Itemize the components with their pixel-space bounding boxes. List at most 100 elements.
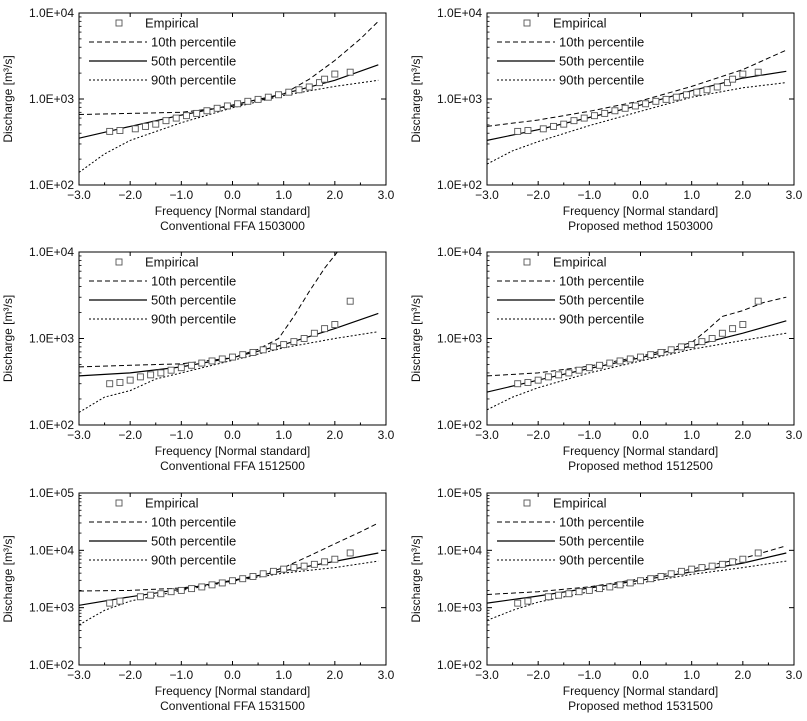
legend-label: Empirical [553,16,607,31]
y-axis-label: Discharge [m³/s] [409,295,423,382]
empirical-point [652,97,660,105]
empirical-point [626,355,634,363]
empirical-point [657,573,665,580]
legend-label: 50th percentile [151,534,236,549]
empirical-point [677,343,685,351]
y-tick-label: 1.0E+03 [29,92,74,106]
empirical-point [321,325,329,333]
chart-title: Conventional FFA 1503000 [160,219,305,233]
x-tick-label: −1.0 [169,428,193,442]
empirical-point [331,555,339,563]
empirical-point [321,558,329,566]
empirical-point [295,86,303,94]
x-tick-label: −2.0 [118,428,142,442]
empirical-point [534,376,542,384]
series-group [487,296,787,411]
empirical-point [310,560,318,568]
empirical-point [106,599,114,607]
x-tick-label: 2.0 [326,668,343,682]
empirical-point [234,100,242,108]
empirical-point [116,597,124,605]
empirical-point [285,88,293,96]
series-line-90th [79,560,379,626]
empirical-point [136,373,144,381]
series-line-50th [79,64,379,139]
series-line-90th [79,79,379,173]
empirical-point [539,125,547,133]
x-tick-label: 2.0 [734,428,751,442]
empirical-point [331,321,339,328]
legend-label: Empirical [145,16,199,31]
empirical-point [524,597,532,605]
empirical-point [106,380,114,388]
empirical-point [346,549,354,557]
empirical-point [218,355,226,363]
series-line-10th [487,296,787,377]
empirical-point [616,581,624,589]
x-tick-label: 0.0 [632,188,649,202]
empirical-point [321,75,329,83]
series-group [79,522,379,626]
x-tick-label: 1.0 [275,188,292,202]
chart-title: Proposed method 1512500 [568,459,713,473]
empirical-point [596,585,604,593]
empirical-point [514,380,522,388]
empirical-point [683,91,690,99]
legend: Empirical 10th percentile 50th percentile 9… [89,16,236,88]
series-group [79,20,379,173]
empirical-point [280,565,288,573]
y-tick-label: 1.0E+03 [437,92,482,106]
y-tick-label: 1.0E+04 [437,245,482,259]
empirical-point [147,591,155,599]
empirical-point [280,341,288,349]
legend-label: 90th percentile [151,312,236,327]
x-axis-label: Frequency [Normal standard] [563,684,718,698]
empirical-point [290,338,298,346]
y-tick-label: 1.0E+02 [29,418,74,432]
legend-label: 10th percentile [151,274,236,289]
empirical-point [677,567,685,575]
empirical-point [626,579,634,587]
empirical-point [152,120,160,128]
legend: Empirical 10th percentile 50th percentile 9… [497,16,644,88]
empirical-point [198,583,206,591]
series-group [79,252,379,413]
chart-title: Conventional FFA 1531500 [160,699,305,713]
y-tick-label: 1.0E+04 [29,6,74,20]
empirical-point [672,93,680,101]
x-tick-label: −2.0 [118,668,142,682]
empirical-point [208,581,216,589]
empirical-point [718,329,726,337]
empirical-point [331,70,339,78]
empirical-point [524,127,532,134]
empirical-point [718,560,726,568]
empirical-point [305,83,313,91]
legend-marker-empirical [523,19,531,27]
chart-title: Proposed method 1531500 [568,699,713,713]
legend-label: 50th percentile [559,534,644,549]
series-line-10th [79,252,338,368]
empirical-point [729,558,737,566]
empirical-point [316,79,323,87]
y-axis-label: Discharge [m³/s] [1,535,15,622]
x-tick-label: 2.0 [734,668,751,682]
legend-label: 90th percentile [559,553,644,568]
x-tick-label: 3.0 [378,428,395,442]
legend-label: Empirical [553,255,607,270]
y-tick-label: 1.0E+02 [437,418,482,432]
empirical-point [708,562,716,570]
empirical-point [198,359,206,367]
empirical-point [657,348,665,356]
empirical-point [698,564,706,572]
empirical-point [310,329,318,337]
x-tick-label: 2.0 [734,188,751,202]
legend-marker-empirical [115,499,123,507]
legend-marker-empirical [523,258,531,266]
x-tick-label: −3.0 [475,428,499,442]
empirical-point [116,379,124,386]
empirical-point [162,117,170,125]
x-tick-label: 0.0 [632,668,649,682]
empirical-point [611,107,619,115]
x-tick-label: 3.0 [786,668,803,682]
